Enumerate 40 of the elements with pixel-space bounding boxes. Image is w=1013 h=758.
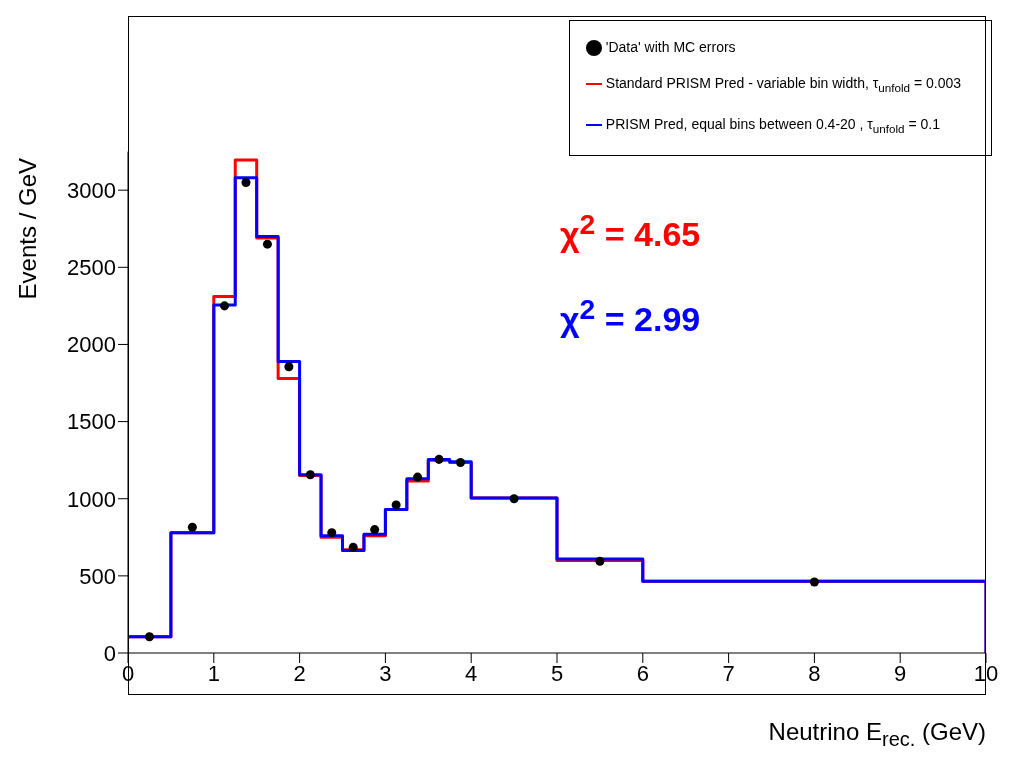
point (241, 177, 251, 187)
y-tick-label: 2000 (67, 332, 116, 358)
point (348, 542, 358, 552)
x-tick-label: 9 (894, 660, 907, 686)
x-axis-title: Neutrino E$_{rec.}$ (GeV) (768, 718, 986, 751)
point (187, 522, 197, 532)
legend-label: Standard PRISM Pred - variable bin width, τ$_{unfold}$ = 0.003 (605, 75, 961, 94)
point (809, 577, 819, 587)
point (305, 470, 315, 480)
y-tick-label: 1500 (67, 409, 116, 435)
x-tick-label: 8 (808, 660, 821, 686)
x-tick-label: 6 (636, 660, 649, 686)
y-tick-label: 500 (79, 563, 116, 589)
point (391, 500, 401, 510)
point (509, 494, 519, 504)
point (413, 472, 423, 482)
point (455, 457, 465, 467)
y-axis-title: Events / GeV (14, 158, 42, 300)
point (595, 556, 605, 566)
point (370, 525, 380, 535)
x-tick-label: 7 (722, 660, 735, 686)
point (220, 301, 230, 311)
x-tick-label: 4 (465, 660, 478, 686)
annotation: χ$^{2}$ = 4.65 (560, 208, 701, 255)
x-tick-label: 2 (293, 660, 306, 686)
x-tick-label: 5 (550, 660, 564, 686)
annotation: χ$^{2}$ = 2.99 (560, 293, 701, 340)
legend-label: 'Data' with MC errors (605, 39, 736, 55)
y-tick-label: 3000 (67, 177, 116, 203)
point (434, 454, 444, 464)
point (262, 239, 272, 249)
x-tick-label: 1 (207, 660, 220, 686)
y-tick-label: 0 (103, 640, 116, 666)
x-tick-label: 3 (379, 660, 392, 686)
point (284, 362, 294, 372)
point (144, 632, 154, 642)
y-tick-label: 1000 (67, 486, 116, 512)
legend-label: PRISM Pred, equal bins between 0.4-20 , τ$_{unfold}$ = 0.1 (605, 115, 940, 135)
point (327, 528, 337, 538)
y-tick-label: 2500 (67, 255, 116, 281)
